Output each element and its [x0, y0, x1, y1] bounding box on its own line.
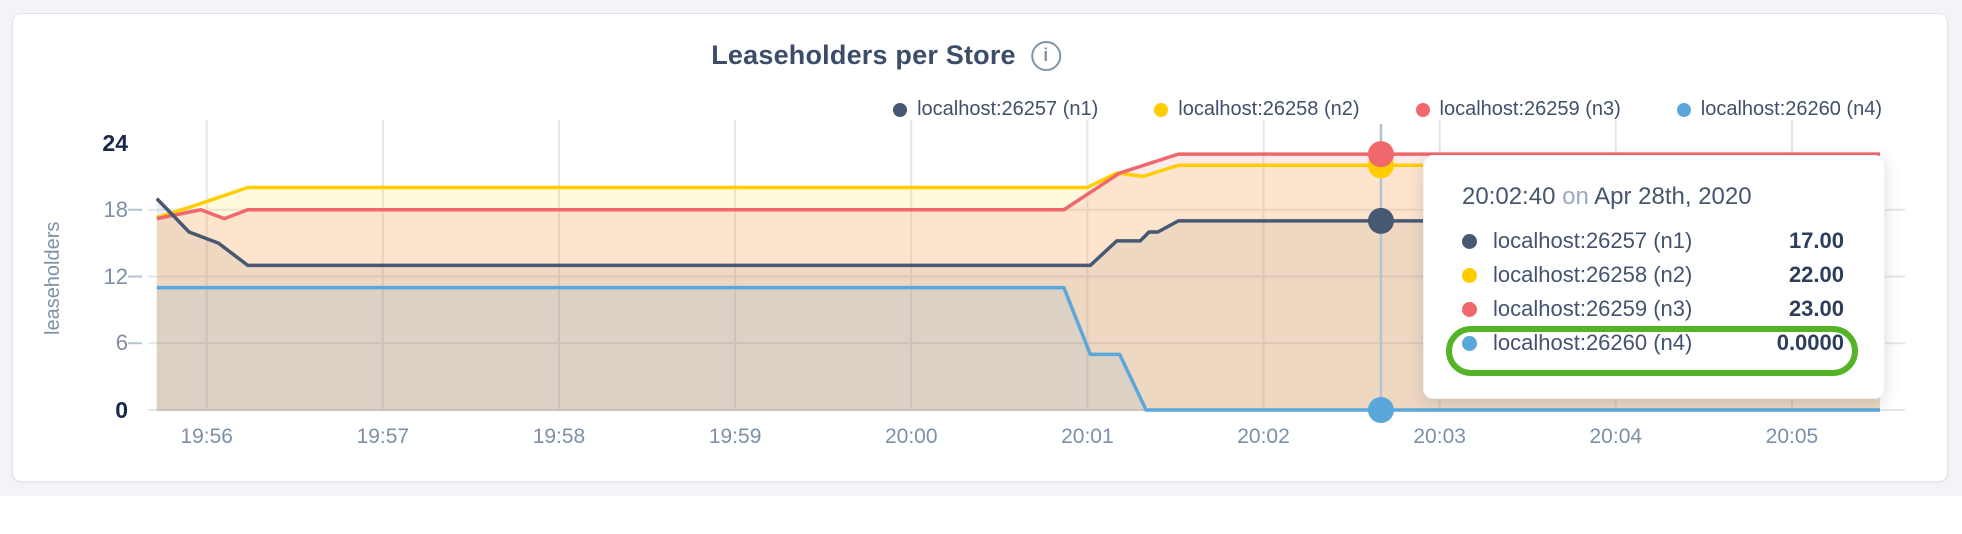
y-axis-tick-label: 24 [102, 130, 128, 156]
legend-item[interactable]: localhost:26257 (n1) [893, 98, 1098, 121]
hover-dot-3 [1367, 141, 1394, 168]
x-axis-tick-label: 20:02 [1237, 425, 1290, 448]
x-axis-tick-label: 20:03 [1413, 425, 1466, 448]
tooltip-series-label: localhost:26260 (n4) [1493, 330, 1693, 355]
series-line-2 [156, 163, 1880, 220]
x-axis-tick-label: 19:56 [180, 425, 233, 448]
tooltip-time: 20:02:40 [1462, 183, 1556, 210]
tooltip-row: localhost:26257 (n1) 17.00 [1462, 224, 1844, 258]
series-line-4 [156, 285, 1880, 412]
x-axis-tick-label: 19:57 [356, 425, 410, 448]
legend-dot-icon [893, 102, 908, 117]
x-axis-tick-label: 20:05 [1765, 425, 1819, 448]
tooltip-conjunction: on [1562, 183, 1589, 210]
legend-label: localhost:26259 (n3) [1439, 98, 1621, 120]
legend-item[interactable]: localhost:26259 (n3) [1415, 98, 1621, 121]
x-axis-tick-label: 20:01 [1061, 425, 1114, 448]
tooltip-series-label: localhost:26257 (n1) [1493, 228, 1693, 253]
bottom-strip [0, 496, 1962, 534]
legend-dot-icon [1154, 102, 1169, 117]
hover-dot-1 [1367, 207, 1394, 234]
series-area-4 [156, 287, 1881, 411]
tooltip-row: localhost:26258 (n2) 22.00 [1462, 258, 1844, 292]
tooltip-rows: localhost:26257 (n1) 17.00 localhost:26258… [1462, 224, 1844, 360]
legend-dot-icon [1676, 102, 1691, 117]
tooltip-header: 20:02:40 on Apr 28th, 2020 [1462, 183, 1844, 211]
chart-legend: localhost:26257 (n1) localhost:26258 (n2)… [893, 98, 1882, 121]
legend-label: localhost:26258 (n2) [1178, 98, 1360, 120]
legend-dot-icon [1415, 102, 1430, 117]
series-line-1 [155, 197, 1880, 268]
tooltip-series-dot-icon [1462, 301, 1477, 317]
highlight-annotation [1446, 326, 1858, 376]
x-axis-tick-label: 19:59 [708, 425, 762, 448]
tooltip-date: Apr 28th, 2020 [1594, 183, 1752, 210]
legend-label: localhost:26257 (n1) [917, 98, 1099, 120]
series-line-3 [156, 152, 1880, 221]
tooltip-series-value: 23.00 [1788, 296, 1844, 321]
hover-dot-4 [1367, 397, 1394, 423]
chart-title: Leaseholders per Store [711, 40, 1016, 70]
legend-label: localhost:26260 (n4) [1700, 98, 1882, 120]
tooltip-row: localhost:26260 (n4) 0.0000 [1462, 326, 1844, 360]
y-axis-tick-label: 18 [103, 196, 128, 222]
y-axis-tick-label: 6 [115, 330, 128, 356]
x-axis-tick-label: 19:58 [532, 425, 586, 448]
hover-tooltip: 20:02:40 on Apr 28th, 2020 localhost:262… [1423, 155, 1885, 399]
tooltip-row: localhost:26259 (n3) 23.00 [1462, 292, 1844, 326]
x-axis-tick-label: 20:00 [884, 425, 938, 448]
tooltip-series-label: localhost:26259 (n3) [1493, 296, 1693, 321]
tooltip-series-value: 22.00 [1788, 262, 1844, 287]
tooltip-series-label: localhost:26258 (n2) [1493, 262, 1693, 287]
y-axis-tick-label: 0 [115, 397, 128, 423]
info-icon[interactable]: i [1030, 40, 1061, 71]
chart-title-row: Leaseholders per Store i [711, 40, 1061, 71]
x-axis-tick-label: 20:04 [1589, 425, 1643, 448]
legend-item[interactable]: localhost:26260 (n4) [1676, 98, 1882, 121]
tooltip-series-dot-icon [1462, 267, 1477, 283]
legend-item[interactable]: localhost:26258 (n2) [1154, 98, 1360, 121]
tooltip-series-value: 17.00 [1788, 228, 1844, 253]
tooltip-series-dot-icon [1462, 233, 1477, 249]
y-axis-title: leaseholders [42, 221, 64, 335]
y-axis-tick-label: 12 [103, 263, 128, 289]
